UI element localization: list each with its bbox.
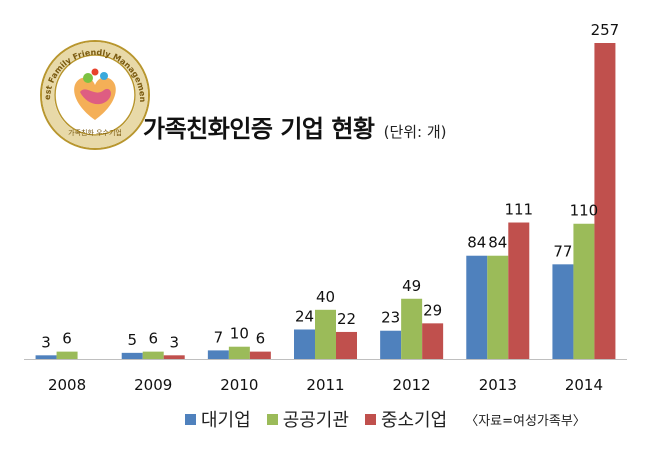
x-tick-label-2013: 2013 [479,376,517,394]
source-note: 〈자료=여성가족부〉 [465,413,586,429]
data-label-2013-s1: 84 [488,234,507,252]
family-friendly-logo: Best Family Friendly Management 가족친화 우수기… [0,0,150,150]
legend-swatch-sme [364,413,376,425]
x-tick-label-2009: 2009 [134,376,172,394]
bar-2008-s0 [35,355,57,359]
data-label-2014-s1: 110 [570,202,599,220]
data-label-2013-s0: 84 [467,234,486,252]
data-label-2012-s0: 23 [381,309,400,327]
bar-2013-s2 [508,222,530,359]
bar-2014-s1 [573,223,595,359]
data-label-2011-s2: 22 [337,310,356,328]
bar-2011-s0 [294,329,315,359]
data-label-2009-s1: 6 [148,330,158,348]
legend-label-sme: 중소기업 [380,410,448,431]
chart-title-area: 가족친화인증 기업 현황 (단위: 개) [143,109,447,144]
bar-2010-s2 [249,351,271,359]
bar-2013-s0 [466,255,488,359]
data-label-2009-s2: 3 [169,333,179,351]
x-tick-label-2012: 2012 [393,376,431,394]
legend-item-large: 대기업 [185,406,251,432]
x-tick-label-2011: 2011 [306,376,344,394]
data-label-2008-s0: 3 [41,333,51,351]
legend: 대기업 공공기관 중소기업 〈자료=여성가족부〉 [185,406,586,432]
bar-2012-s1 [401,298,423,359]
bar-2011-s1 [315,309,336,359]
logo-bottom-text: 가족친화 우수기업 [68,128,122,137]
legend-item-sme: 중소기업 [364,406,448,432]
bar-2009-s1 [142,351,164,359]
bar-2012-s0 [380,330,402,359]
bar-2010-s0 [207,350,229,359]
data-label-2014-s2: 257 [591,21,620,39]
bar-2009-s0 [121,352,143,359]
data-label-2012-s1: 49 [402,277,421,295]
bar-2010-s1 [228,346,250,359]
data-label-2010-s1: 10 [230,325,249,343]
bar-2014-s2 [594,43,616,359]
bar-2014-s0 [552,264,574,359]
data-label-2010-s2: 6 [256,330,266,348]
x-tick-label-2010: 2010 [220,376,258,394]
legend-label-large: 대기업 [201,410,251,431]
bar-2012-s2 [422,323,444,359]
legend-swatch-public [266,413,278,425]
data-label-2012-s2: 29 [423,301,442,319]
chart-title: 가족친화인증 기업 현황 [143,115,375,143]
data-label-2008-s1: 6 [62,330,72,348]
legend-label-public: 공공기관 [282,410,349,431]
x-tick-label-2008: 2008 [48,376,86,394]
legend-swatch-large [185,413,196,425]
x-tick-label-2014: 2014 [565,376,603,394]
bar-2013-s1 [487,255,509,359]
data-label-2010-s0: 7 [214,328,224,346]
data-label-2011-s0: 24 [295,307,314,325]
heart-emblem-icon [74,68,116,120]
data-label-2013-s2: 111 [504,201,533,219]
data-label-2011-s1: 40 [316,288,335,306]
bar-2011-s2 [336,331,357,359]
data-label-2009-s0: 5 [127,331,137,349]
unit-label: (단위: 개) [383,123,447,141]
bar-2008-s1 [56,351,78,359]
bar-2009-s2 [163,355,185,359]
legend-item-public: 공공기관 [266,406,349,432]
data-label-2014-s0: 77 [553,242,572,260]
